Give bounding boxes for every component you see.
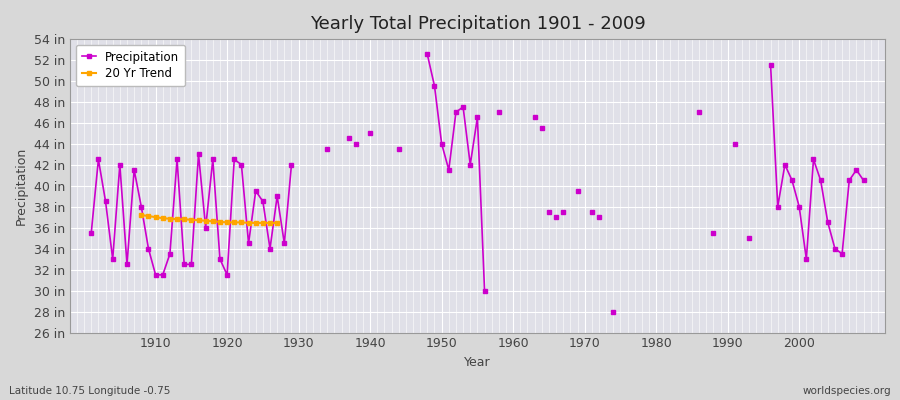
Precipitation xyxy=(265,246,275,251)
20 Yr Trend xyxy=(136,213,147,218)
X-axis label: Year: Year xyxy=(464,356,491,369)
Precipitation xyxy=(107,257,118,262)
Precipitation xyxy=(257,199,268,204)
Precipitation xyxy=(86,230,96,235)
Legend: Precipitation, 20 Yr Trend: Precipitation, 20 Yr Trend xyxy=(76,45,185,86)
Precipitation xyxy=(114,162,125,167)
Precipitation xyxy=(100,199,111,204)
Precipitation xyxy=(186,262,197,267)
Precipitation xyxy=(194,152,204,156)
Precipitation xyxy=(229,157,239,162)
Line: Precipitation: Precipitation xyxy=(89,152,293,277)
20 Yr Trend xyxy=(272,220,283,225)
20 Yr Trend xyxy=(172,217,183,222)
Precipitation xyxy=(207,157,218,162)
20 Yr Trend xyxy=(250,220,261,225)
20 Yr Trend xyxy=(194,218,204,223)
Precipitation xyxy=(279,241,290,246)
20 Yr Trend xyxy=(207,219,218,224)
Y-axis label: Precipitation: Precipitation xyxy=(15,146,28,225)
Precipitation xyxy=(136,204,147,209)
20 Yr Trend xyxy=(143,214,154,218)
Precipitation xyxy=(201,225,212,230)
Title: Yearly Total Precipitation 1901 - 2009: Yearly Total Precipitation 1901 - 2009 xyxy=(310,15,645,33)
Precipitation xyxy=(214,257,225,262)
Precipitation xyxy=(143,246,154,251)
20 Yr Trend xyxy=(158,216,168,220)
20 Yr Trend xyxy=(214,220,225,224)
20 Yr Trend xyxy=(150,215,161,220)
20 Yr Trend xyxy=(236,220,247,225)
20 Yr Trend xyxy=(186,217,197,222)
20 Yr Trend xyxy=(179,217,190,222)
Precipitation xyxy=(158,272,168,277)
Precipitation xyxy=(165,252,176,256)
20 Yr Trend xyxy=(265,220,275,225)
Line: 20 Yr Trend: 20 Yr Trend xyxy=(140,213,279,225)
20 Yr Trend xyxy=(221,220,232,225)
Precipitation xyxy=(129,168,140,172)
Precipitation xyxy=(93,157,104,162)
20 Yr Trend xyxy=(243,220,254,225)
Precipitation xyxy=(272,194,283,198)
Precipitation xyxy=(221,272,232,277)
Precipitation xyxy=(236,162,247,167)
Precipitation xyxy=(250,188,261,193)
Precipitation xyxy=(122,262,132,267)
20 Yr Trend xyxy=(257,220,268,225)
20 Yr Trend xyxy=(201,218,212,223)
Text: worldspecies.org: worldspecies.org xyxy=(803,386,891,396)
20 Yr Trend xyxy=(229,220,239,225)
Precipitation xyxy=(179,262,190,267)
20 Yr Trend xyxy=(165,216,176,221)
Precipitation xyxy=(150,272,161,277)
Precipitation xyxy=(172,157,183,162)
Text: Latitude 10.75 Longitude -0.75: Latitude 10.75 Longitude -0.75 xyxy=(9,386,170,396)
Precipitation xyxy=(286,162,297,167)
Precipitation xyxy=(243,241,254,246)
